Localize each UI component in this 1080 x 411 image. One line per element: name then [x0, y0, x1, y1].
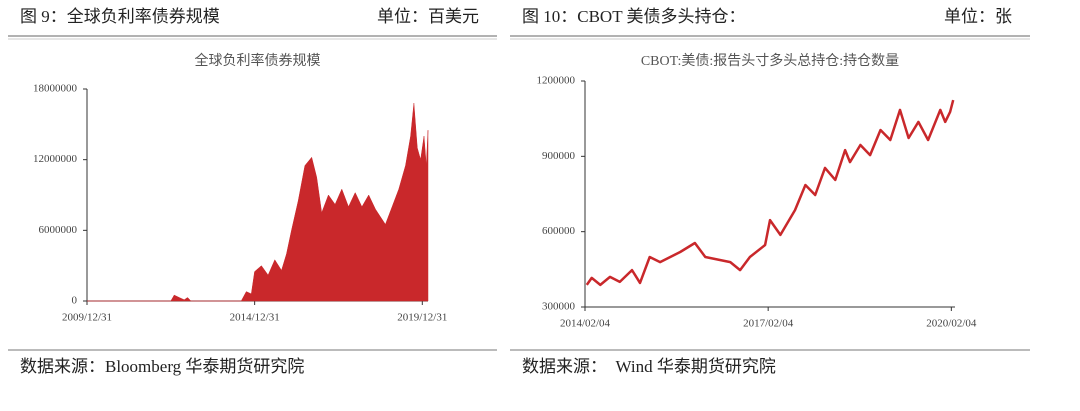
line	[585, 99, 955, 287]
y-tick-label: 900000	[542, 150, 576, 162]
x-tick-label: 2014/12/31	[230, 312, 280, 324]
figure-caption: 图 10：CBOT 美债多头持仓：	[522, 7, 746, 26]
source-text: 数据来源： Wind 华泰期货研究院	[522, 357, 776, 376]
figure-caption: 图 9：全球负利率债券规模	[20, 7, 220, 26]
area	[87, 103, 429, 302]
y-tick-label: 1200000	[537, 75, 576, 87]
unit-label: 单位：百美元	[377, 7, 479, 26]
chart-title: 全球负利率债券规模	[195, 52, 321, 69]
source-text: 数据来源：Bloomberg 华泰期货研究院	[20, 357, 304, 376]
y-tick-label: 0	[72, 295, 78, 307]
y-tick-label: 12000000	[33, 153, 78, 165]
x-tick-label: 2009/12/31	[62, 312, 112, 324]
y-tick-label: 6000000	[39, 224, 78, 236]
y-tick-label: 600000	[542, 225, 576, 237]
unit-label: 单位：张	[944, 7, 1012, 26]
chart-title: CBOT:美债:报告头寸多头总持仓:持仓数量	[641, 52, 899, 69]
x-tick-label: 2017/02/04	[743, 318, 794, 330]
x-tick-label: 2014/02/04	[560, 318, 611, 330]
y-tick-label: 18000000	[33, 83, 78, 95]
y-tick-label: 300000	[542, 301, 576, 313]
x-tick-label: 2019/12/31	[397, 312, 447, 324]
x-tick-label: 2020/02/04	[926, 318, 977, 330]
